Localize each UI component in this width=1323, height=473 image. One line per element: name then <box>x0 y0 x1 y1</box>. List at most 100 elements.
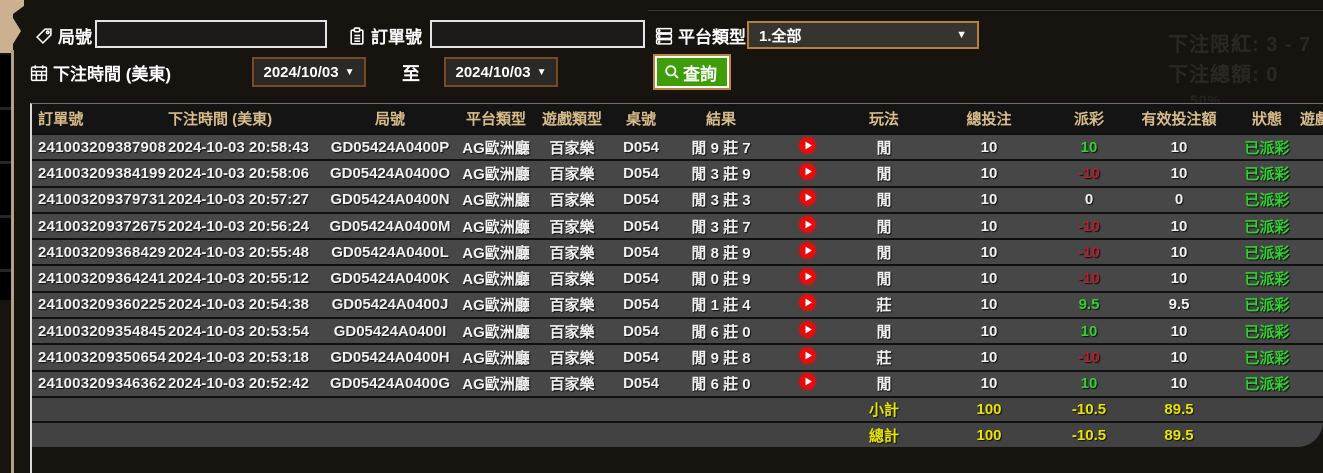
round-number-input[interactable] <box>95 20 327 48</box>
column-header: 有效投注額 <box>1141 111 1217 128</box>
play-type-cell: 閒 <box>876 376 892 394</box>
order-number-cell: 241003209346362 <box>38 375 167 393</box>
date-from-value: 2024/10/03 <box>263 63 339 81</box>
platform-cell: AG歐洲廳 <box>462 244 530 262</box>
platform-cell: AG歐洲廳 <box>462 376 530 394</box>
order-number-input[interactable] <box>430 20 645 48</box>
replay-cell <box>770 136 844 158</box>
play-type-cell: 閒 <box>876 139 892 157</box>
round-number-cell: GD05424A0400K <box>330 270 450 288</box>
table-number-cell: D054 <box>623 164 659 182</box>
result-cell: 閒 9 莊 8 <box>691 350 751 368</box>
play-type-cell: 莊 <box>876 350 892 368</box>
status-cell: 已派彩 <box>1244 244 1290 262</box>
chevron-down-icon: ▼ <box>536 66 547 78</box>
play-replay-icon[interactable] <box>798 189 816 207</box>
round-number-cell: GD05424A0400H <box>330 349 450 367</box>
total-row: 總計 100 -10.5 89.5 <box>32 421 1323 447</box>
tag-icon <box>35 27 53 45</box>
round-number-cell: GD05424A0400P <box>330 138 450 156</box>
left-drawer-edge <box>0 0 24 473</box>
game-type-cell: 百家樂 <box>549 376 595 394</box>
valid-bet-cell: 10 <box>1170 138 1188 156</box>
round-number-cell: GD05424A0400M <box>329 217 451 235</box>
play-replay-icon[interactable] <box>798 347 816 364</box>
table-row: 241003209364241 2024-10-03 20:55:12 GD0542… <box>32 264 1323 291</box>
replay-cell <box>770 242 844 263</box>
column-header: 玩法 <box>868 111 899 128</box>
faint-bet-limit-text: 下注限紅: 3 - 7 <box>1168 34 1312 56</box>
total-bet-cell: 10 <box>980 164 998 182</box>
subtotal-row: 小計 100 -10.5 89.5 <box>32 395 1323 422</box>
replay-cell <box>770 320 844 342</box>
date-to-picker[interactable]: 2024/10/03 ▼ <box>444 57 558 87</box>
total-bet-cell: 10 <box>980 375 998 393</box>
bet-time-label: 下注時間 (美東) <box>53 65 172 84</box>
round-number-label-group: 局號 <box>35 23 92 48</box>
platform-type-label: 平台類型 <box>678 28 746 47</box>
column-header: 訂單號 <box>38 111 84 128</box>
game-type-cell: 百家樂 <box>549 244 595 262</box>
total-row-total-bet: 100 <box>976 426 1002 444</box>
drawer-handle-icon[interactable] <box>0 0 24 60</box>
status-cell: 已派彩 <box>1244 165 1290 183</box>
subtotal-row-payout: -10.5 <box>1071 401 1107 419</box>
order-number-label: 訂單號 <box>371 28 422 47</box>
order-number-label-group: 訂單號 <box>348 23 422 48</box>
round-number-cell: GD05424A0400N <box>330 191 450 209</box>
platform-cell: AG歐洲廳 <box>462 271 530 289</box>
status-cell: 已派彩 <box>1244 323 1290 341</box>
calendar-icon <box>30 64 48 82</box>
platform-type-select[interactable]: 1.全部 ▼ <box>747 21 979 49</box>
total-row-payout: -10.5 <box>1071 426 1107 444</box>
play-replay-icon[interactable] <box>798 242 816 259</box>
replay-cell <box>770 373 844 394</box>
platform-cell: AG歐洲廳 <box>462 350 530 368</box>
payout-cell: 10 <box>1080 138 1098 156</box>
column-header: 桌號 <box>625 111 656 128</box>
valid-bet-cell: 10 <box>1170 217 1188 235</box>
payout-cell: 10 <box>1080 375 1098 393</box>
table-number-cell: D054 <box>623 243 659 261</box>
play-type-cell: 閒 <box>876 271 892 289</box>
result-cell: 閒 0 莊 9 <box>691 271 751 289</box>
subtotal-row-total-bet: 100 <box>976 401 1002 419</box>
play-replay-icon[interactable] <box>798 163 816 180</box>
valid-bet-cell: 9.5 <box>1168 296 1190 314</box>
platform-cell: AG歐洲廳 <box>462 323 530 341</box>
payout-cell: -10 <box>1078 164 1100 182</box>
play-replay-icon[interactable] <box>798 320 816 338</box>
table-number-cell: D054 <box>623 138 659 156</box>
play-replay-icon[interactable] <box>798 373 816 391</box>
query-button[interactable]: 查詢 <box>653 54 731 90</box>
round-number-cell: GD05424A0400G <box>329 375 451 393</box>
valid-bet-cell: 10 <box>1170 349 1188 367</box>
table-row: 241003209384199 2024-10-03 20:58:06 GD0542… <box>32 159 1323 186</box>
column-header: 遊戲 <box>1300 111 1323 128</box>
total-bet-cell: 10 <box>980 349 998 367</box>
drawer-collapsed-items <box>0 55 11 300</box>
status-cell: 已派彩 <box>1244 376 1290 394</box>
column-header: 狀態 <box>1251 111 1282 128</box>
play-replay-icon[interactable] <box>798 136 816 154</box>
result-cell: 閒 9 莊 7 <box>691 139 751 157</box>
date-from-picker[interactable]: 2024/10/03 ▼ <box>252 57 366 87</box>
payout-cell: -10 <box>1078 217 1100 235</box>
play-replay-icon[interactable] <box>798 215 816 233</box>
result-cell: 閒 3 莊 9 <box>691 165 751 183</box>
subtotal-row-label: 小計 <box>868 402 899 420</box>
result-cell: 閒 6 莊 0 <box>691 323 751 341</box>
play-replay-icon[interactable] <box>798 294 816 312</box>
payout-cell: -10 <box>1078 270 1100 288</box>
game-type-cell: 百家樂 <box>549 192 595 210</box>
table-row: 241003209354845 2024-10-03 20:53:54 GD0542… <box>32 317 1323 344</box>
table-number-cell: D054 <box>623 375 659 393</box>
column-header: 下注時間 (美東) <box>168 111 273 128</box>
table-row: 241003209379731 2024-10-03 20:57:27 GD0542… <box>32 185 1323 212</box>
platform-cell: AG歐洲廳 <box>462 139 530 157</box>
search-icon <box>664 64 680 80</box>
table-number-cell: D054 <box>623 217 659 235</box>
order-number-cell: 241003209384199 <box>38 164 167 182</box>
play-replay-icon[interactable] <box>798 268 816 285</box>
platform-cell: AG歐洲廳 <box>462 218 530 236</box>
